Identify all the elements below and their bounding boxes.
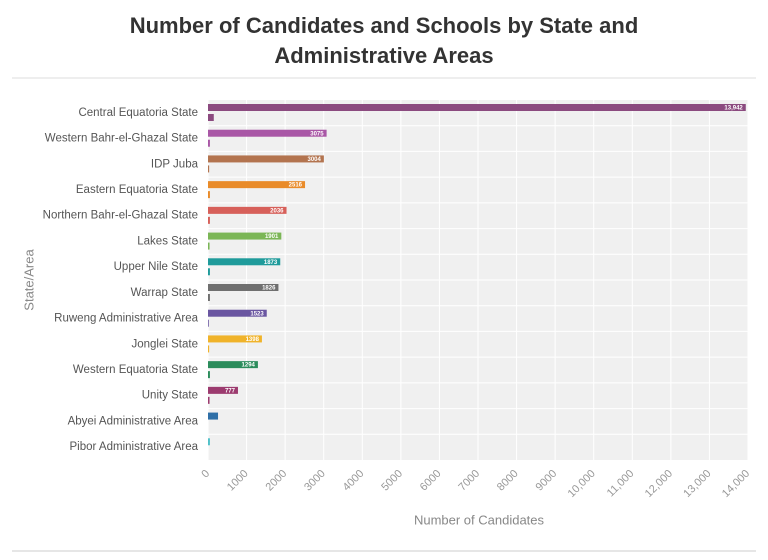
candidates-bar xyxy=(208,413,218,420)
schools-bar xyxy=(208,140,210,147)
value-label: 3075 xyxy=(310,131,324,137)
y-tick-label: Abyei Administrative Area xyxy=(68,415,199,427)
value-label: 1826 xyxy=(262,286,276,292)
schools-bar xyxy=(208,294,210,301)
y-tick-label: Western Bahr-el-Ghazal State xyxy=(45,133,198,145)
value-label: 2036 xyxy=(270,208,284,214)
y-axis-title: State/Area xyxy=(21,249,36,311)
y-tick-label: Northern Bahr-el-Ghazal State xyxy=(43,210,198,222)
candidates-bar xyxy=(208,104,746,111)
y-tick-label: Lakes State xyxy=(137,235,198,247)
y-tick-label: Central Equatoria State xyxy=(78,107,198,119)
value-label: 1523 xyxy=(250,311,264,317)
candidates-bar xyxy=(208,438,210,445)
y-tick-label: Upper Nile State xyxy=(114,261,198,273)
schools-bar xyxy=(208,243,210,250)
value-label: 777 xyxy=(225,388,236,394)
y-tick-label: Western Equatoria State xyxy=(73,364,198,376)
y-tick-label: Warrap State xyxy=(131,287,198,299)
schools-bar xyxy=(208,268,210,275)
y-tick-label: Pibor Administrative Area xyxy=(70,441,199,453)
value-label: 1398 xyxy=(246,337,260,343)
value-label: 3004 xyxy=(308,157,322,163)
schools-bar xyxy=(208,397,210,404)
schools-bar xyxy=(208,165,209,172)
schools-bar xyxy=(208,320,209,327)
y-tick-label: Jonglei State xyxy=(132,338,199,350)
schools-bar xyxy=(208,191,210,198)
schools-bar xyxy=(208,217,210,224)
value-label: 13,942 xyxy=(724,106,743,112)
value-label: 1873 xyxy=(264,260,278,266)
candidates-bar xyxy=(208,130,327,137)
x-axis-title: Number of Candidates xyxy=(414,512,545,527)
schools-bar xyxy=(208,114,214,121)
y-tick-label: Ruweng Administrative Area xyxy=(54,313,198,325)
value-label: 1294 xyxy=(242,363,256,369)
schools-bar xyxy=(208,371,210,378)
y-tick-label: IDP Juba xyxy=(151,158,199,170)
y-tick-label: Unity State xyxy=(142,390,198,402)
value-label: 2516 xyxy=(289,183,303,189)
y-tick-label: Eastern Equatoria State xyxy=(76,184,198,196)
value-label: 1901 xyxy=(265,234,279,240)
schools-bar xyxy=(208,345,209,352)
candidates-bar xyxy=(208,155,324,162)
